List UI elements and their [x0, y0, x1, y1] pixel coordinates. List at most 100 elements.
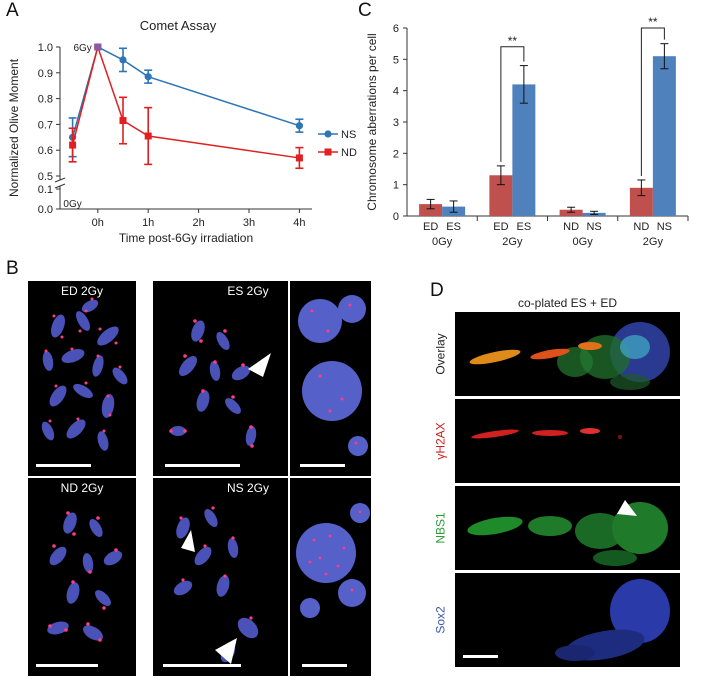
legend-label: NS [341, 129, 356, 141]
arrowhead-icon [181, 530, 195, 552]
row-label: γH2AX [434, 422, 449, 460]
scale-bar [36, 664, 98, 667]
series-line-nd [71, 44, 300, 159]
metaphase-spread-image [173, 506, 259, 664]
axis-break-mark [54, 177, 66, 183]
interphase-nuclei-image [298, 295, 368, 456]
annotation-6gy: 6Gy [73, 43, 91, 54]
significance-bracket [640, 27, 665, 176]
data-point-ns [295, 122, 303, 130]
y-tick-label: 0.8 [38, 94, 53, 106]
x-tick-label: 2h [192, 217, 204, 229]
scale-bar [36, 464, 91, 467]
micrograph-sox2 [455, 573, 680, 667]
dose-label: 2Gy [643, 236, 664, 248]
interphase-nuclei-image [296, 503, 370, 618]
chart-title: Comet Assay [140, 18, 217, 33]
x-tick-label: 3h [243, 217, 255, 229]
scale-bar [300, 464, 345, 467]
y-tick-label: 2 [393, 148, 399, 160]
bar-label: ED [493, 221, 508, 233]
annotation-0gy: 0Gy [63, 199, 81, 210]
y-tick-label: 0.5 [38, 171, 53, 183]
significance-label: ** [648, 15, 658, 29]
bar-label: ND [563, 221, 579, 233]
bar-label: NS [586, 221, 601, 233]
x-tick-label: 1h [142, 217, 154, 229]
data-point-nd [69, 141, 77, 149]
micrograph-label: NS 2Gy [226, 481, 269, 495]
metaphase-spread-image [169, 319, 271, 448]
legend-marker [324, 130, 332, 138]
x-tick-label: 0h [92, 217, 104, 229]
y-tick-label: 4 [393, 86, 399, 98]
y-tick-label: 0.7 [38, 119, 53, 131]
y-tick-label: 1.0 [38, 42, 53, 54]
bar-label: ND [633, 221, 649, 233]
panel-d-title: co-plated ES + ED [517, 296, 618, 310]
scale-bar [302, 664, 347, 667]
arrowhead-icon [617, 500, 637, 516]
row-label-overlay: Overlay [432, 312, 450, 396]
y-tick-label: 0.9 [38, 68, 53, 80]
y-tick-label: 5 [393, 54, 399, 66]
axis-break-mark [54, 183, 66, 189]
comet-assay-chart: Comet Assay Normalized Olive Moment Time p… [7, 18, 357, 245]
micrograph-label: ND 2Gy [60, 481, 104, 495]
y-tick-label: 0 [393, 211, 399, 223]
x-axis-label: Time post-6Gy irradiation [119, 231, 253, 245]
micrograph-label: ED 2Gy [60, 284, 103, 298]
bar-label: ES [517, 221, 532, 233]
row-label: NBS1 [434, 512, 449, 544]
y-axis-label: Normalized Olive Moment [7, 58, 21, 197]
chromosome-aberrations-chart: Chromosome aberrations per cell 0 1 2 3 4 5 6 ED… [365, 15, 689, 248]
legend-marker [324, 148, 332, 156]
metaphase-spread-image [47, 511, 123, 642]
overlay-image [469, 322, 670, 390]
significance-label: ** [508, 34, 518, 48]
row-label-sox2: Sox2 [432, 573, 450, 667]
scale-bar [163, 664, 241, 667]
micrograph-label: ES 2Gy [227, 284, 269, 298]
micrograph-gh2ax [455, 399, 680, 483]
bar-label: ES [446, 221, 461, 233]
bar-nd-2gy [629, 187, 653, 216]
panel-letter-d: D [430, 280, 444, 301]
y-tick-label: 3 [393, 117, 399, 129]
micrograph-es-2gy: ES 2Gy [153, 281, 288, 476]
micrograph-ed-2gy: ED 2Gy [28, 281, 136, 476]
arrowhead-icon [215, 638, 237, 664]
bar-ed-0gy [419, 204, 443, 216]
data-point-ns [119, 56, 127, 64]
arrowhead-icon [248, 353, 271, 377]
bar-label: NS [657, 221, 672, 233]
scale-bar [165, 464, 240, 467]
bar-ns-2gy [652, 56, 676, 217]
panel-letter-b: B [6, 258, 19, 279]
y-tick-label: 1 [393, 180, 399, 192]
y-tick-label: 0.6 [38, 145, 53, 157]
bar-nd-0gy [559, 209, 583, 216]
bar-label: ED [423, 221, 438, 233]
bar-ed-2gy [489, 175, 513, 216]
y-axis-label: Chromosome aberrations per cell [365, 33, 379, 210]
metaphase-spread-image [41, 297, 128, 451]
dose-label: 0Gy [432, 236, 453, 248]
significance-bracket [500, 46, 525, 162]
dose-label: 0Gy [573, 236, 594, 248]
data-point-ns [144, 73, 152, 81]
panel-letter-c: C [358, 0, 372, 21]
dose-label: 2Gy [502, 236, 523, 248]
micrograph-nbs1 [455, 486, 680, 570]
bar-es-2gy [512, 84, 536, 217]
y-tick-label: 0.1 [38, 184, 53, 196]
sox2-image [555, 579, 670, 661]
row-label-gh2ax: γH2AX [432, 399, 450, 483]
row-label-nbs1: NBS1 [432, 486, 450, 570]
y-tick-label: 6 [393, 23, 399, 35]
row-label: Sox2 [434, 606, 449, 634]
series-line-ns [71, 45, 300, 138]
data-point-overlap [94, 43, 102, 51]
gh2ax-image [471, 428, 622, 439]
legend-label: ND [341, 147, 357, 159]
